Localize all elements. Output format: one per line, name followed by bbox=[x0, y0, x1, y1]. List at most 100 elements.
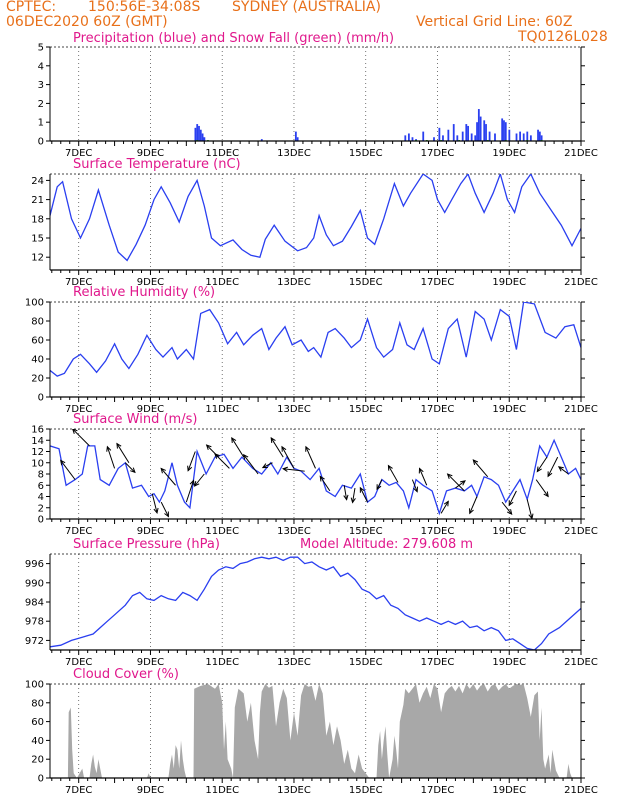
precip-bar bbox=[476, 122, 478, 141]
x-tick-label: 21DEC bbox=[564, 404, 598, 415]
precip-bar bbox=[404, 135, 407, 141]
wind-arrow bbox=[376, 479, 383, 490]
wind-arrow bbox=[359, 487, 368, 503]
x-tick-label: 19DEC bbox=[492, 404, 526, 415]
x-tick-label: 15DEC bbox=[349, 404, 383, 415]
wind-arrow-head bbox=[319, 475, 325, 482]
precip-bar bbox=[198, 125, 200, 141]
header-grid-note: Vertical Grid Line: 60Z bbox=[416, 14, 573, 30]
precip-bar bbox=[260, 139, 263, 141]
wind-arrow bbox=[214, 453, 230, 469]
precip-bar bbox=[438, 127, 441, 141]
wind-arrow-head bbox=[261, 463, 268, 469]
precip-bar bbox=[477, 109, 480, 141]
wind-arrow-head bbox=[281, 466, 289, 472]
precip-bar bbox=[203, 137, 206, 141]
y-tick-label: 2 bbox=[38, 503, 44, 514]
wind-arrow bbox=[262, 462, 273, 468]
wind-arrow bbox=[387, 465, 399, 483]
wind-arrow-head bbox=[305, 445, 311, 452]
wind-arrow bbox=[472, 459, 489, 478]
y-tick-label: 40 bbox=[31, 355, 44, 366]
wind-arrow-head bbox=[508, 500, 514, 507]
wind-arrow-head bbox=[160, 467, 166, 474]
wind-arrow-head bbox=[376, 484, 382, 491]
wind-arrow-head bbox=[469, 508, 474, 515]
chart-title: Surface Wind (m/s) bbox=[73, 412, 197, 427]
wind-arrow-head bbox=[343, 494, 349, 501]
wind-arrow bbox=[305, 446, 316, 469]
wind-arrow bbox=[243, 454, 259, 475]
precip-bar bbox=[452, 124, 455, 141]
plot-marks bbox=[50, 302, 581, 377]
chart-panel-5: 7DEC 9DEC 11DEC 13DEC 15DEC 17DEC 19DEC 21DEC 97… bbox=[25, 537, 598, 668]
wind-arrow bbox=[60, 460, 76, 480]
chart-title: Surface Temperature (nC) bbox=[73, 157, 241, 172]
wind-arrow bbox=[547, 456, 559, 477]
x-tick-label: 7DEC bbox=[65, 404, 92, 415]
precip-bar bbox=[537, 129, 539, 141]
x-tick-label: 11DEC bbox=[205, 148, 239, 159]
x-tick-label: 17DEC bbox=[421, 526, 455, 537]
wind-arrow bbox=[535, 479, 549, 497]
precip-bar bbox=[488, 131, 491, 141]
wind-arrow-head bbox=[153, 507, 159, 515]
wind-arrow bbox=[160, 501, 169, 517]
precip-bar bbox=[519, 131, 522, 141]
precip-bar bbox=[540, 135, 543, 141]
y-tick-label: 60 bbox=[31, 336, 44, 347]
y-tick-label: 16 bbox=[31, 425, 44, 436]
x-tick-label: 9DEC bbox=[137, 785, 164, 796]
y-tick-label: 0 bbox=[38, 137, 44, 148]
header-location: SYDNEY (AUSTRALIA) bbox=[232, 0, 381, 15]
x-tick-label: 21DEC bbox=[564, 148, 598, 159]
wind-arrow-head bbox=[270, 436, 276, 443]
x-tick-label: 15DEC bbox=[349, 148, 383, 159]
wind-arrow bbox=[270, 437, 284, 458]
precip-bar bbox=[422, 131, 425, 141]
precip-bar bbox=[522, 133, 525, 141]
x-tick-label: 15DEC bbox=[349, 526, 383, 537]
wind-arrow-head bbox=[506, 509, 513, 516]
x-tick-label: 11DEC bbox=[205, 657, 239, 668]
y-tick-label: 20 bbox=[31, 374, 44, 385]
series-line bbox=[50, 438, 581, 516]
x-tick-label: 19DEC bbox=[492, 277, 526, 288]
header-coords: 150:56E-34:08S bbox=[88, 0, 201, 15]
series-line bbox=[50, 174, 581, 262]
wind-arrow-head bbox=[446, 473, 453, 479]
wind-arrow-head bbox=[557, 466, 564, 472]
precip-bar bbox=[201, 133, 204, 141]
cloud-cover-area bbox=[50, 684, 581, 778]
precip-bar bbox=[411, 137, 414, 141]
wind-arrow bbox=[455, 480, 466, 489]
y-tick-label: 0 bbox=[38, 515, 44, 526]
x-tick-label: 17DEC bbox=[421, 404, 455, 415]
y-tick-label: 80 bbox=[31, 698, 44, 709]
chart-annotation: Model Altitude: 279.608 m bbox=[300, 537, 473, 552]
x-tick-label: 7DEC bbox=[65, 657, 92, 668]
header-model-id: TQ0126L028 bbox=[518, 29, 608, 45]
y-tick-label: 24 bbox=[31, 176, 44, 187]
y-tick-label: 996 bbox=[25, 559, 44, 570]
y-tick-label: 1 bbox=[38, 118, 44, 129]
header-date: 06DEC2020 60Z (GMT) bbox=[6, 14, 168, 30]
precip-bar bbox=[479, 116, 482, 141]
x-tick-label: 13DEC bbox=[277, 404, 311, 415]
y-tick-label: 100 bbox=[25, 298, 44, 309]
wind-arrow bbox=[501, 501, 513, 515]
y-tick-label: 990 bbox=[25, 578, 44, 589]
y-tick-label: 8 bbox=[38, 470, 44, 481]
x-tick-label: 9DEC bbox=[137, 148, 164, 159]
precip-bar bbox=[465, 124, 468, 141]
x-tick-label: 15DEC bbox=[349, 657, 383, 668]
y-tick-label: 20 bbox=[31, 755, 44, 766]
wind-arrow bbox=[469, 496, 478, 514]
wind-arrow bbox=[151, 493, 158, 514]
wind-arrow-head bbox=[472, 459, 479, 465]
wind-arrow-head bbox=[205, 444, 212, 451]
wind-arrow bbox=[411, 479, 418, 492]
precip-bar bbox=[501, 118, 504, 141]
y-tick-label: 14 bbox=[31, 436, 44, 447]
x-tick-label: 15DEC bbox=[349, 785, 383, 796]
